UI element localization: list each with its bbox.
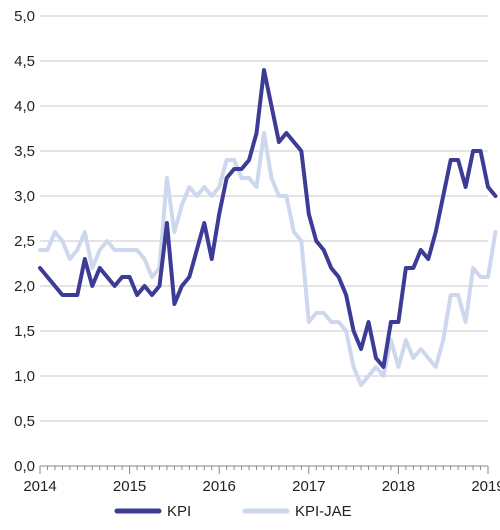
legend-label-kpi: KPI (167, 503, 191, 520)
x-tick-label: 2015 (113, 478, 146, 495)
x-tick-label: 2019 (471, 478, 500, 495)
y-tick-label: 4,5 (14, 53, 35, 70)
y-tick-label: 4,0 (14, 98, 35, 115)
y-tick-label: 0,0 (14, 458, 35, 475)
x-tick-label: 2018 (382, 478, 415, 495)
x-tick-label: 2017 (292, 478, 325, 495)
x-axis-tick-labels: 2014 2015 2016 2017 2018 2019 (23, 478, 500, 495)
x-axis (39, 465, 489, 474)
y-tick-label: 0,5 (14, 413, 35, 430)
y-tick-label: 2,5 (14, 233, 35, 250)
y-tick-label: 3,0 (14, 188, 35, 205)
y-axis-tick-labels: 0,0 0,5 1,0 1,5 2,0 2,5 3,0 3,5 4,0 4,5 5,0 (14, 8, 35, 475)
y-tick-label: 2,0 (14, 278, 35, 295)
series-line-kpi (38, 68, 498, 369)
y-tick-label: 3,5 (14, 143, 35, 160)
series-line-kpi-jae (38, 131, 498, 387)
legend-label-kpi-jae: KPI-JAE (295, 503, 352, 520)
legend: KPI KPI-JAE (114, 503, 352, 520)
x-tick-label: 2016 (203, 478, 236, 495)
series-lines (38, 68, 498, 387)
y-tick-label: 5,0 (14, 8, 35, 25)
y-tick-label: 1,5 (14, 323, 35, 340)
y-tick-label: 1,0 (14, 368, 35, 385)
x-tick-label: 2014 (23, 478, 56, 495)
